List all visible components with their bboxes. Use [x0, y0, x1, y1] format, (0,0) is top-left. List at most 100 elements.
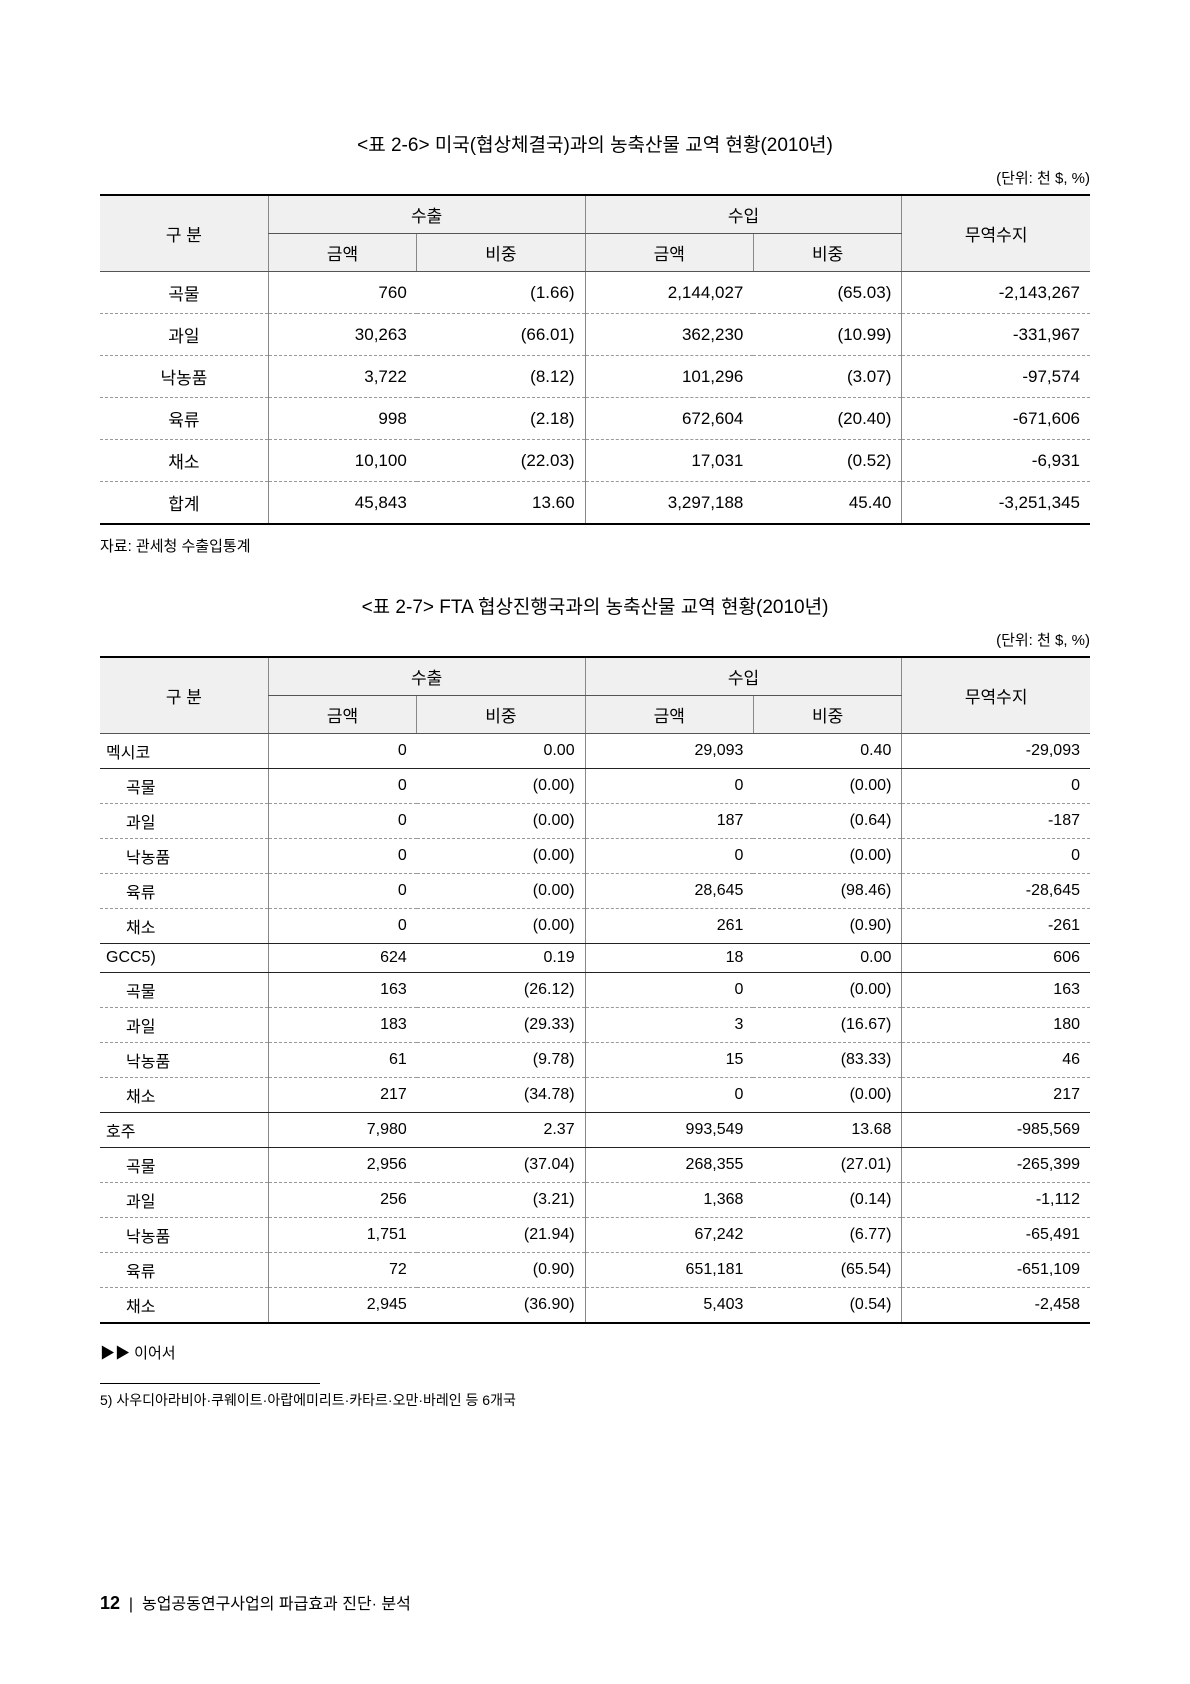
- table-cell: (29.33): [417, 1008, 585, 1043]
- table-cell: 육류: [100, 398, 268, 440]
- table-cell: 28,645: [585, 874, 753, 909]
- table-cell: 29,093: [585, 734, 753, 769]
- table-cell: 채소: [100, 1078, 268, 1113]
- table-cell: 651,181: [585, 1253, 753, 1288]
- table-cell: 곡물: [100, 272, 268, 314]
- table-cell: (27.01): [753, 1148, 902, 1183]
- table-cell: -331,967: [902, 314, 1090, 356]
- table-cell: (37.04): [417, 1148, 585, 1183]
- table-cell: 2,144,027: [585, 272, 753, 314]
- table-cell: (3.07): [753, 356, 902, 398]
- table-row: 육류72(0.90)651,181(65.54)-651,109: [100, 1253, 1090, 1288]
- table-cell: 256: [268, 1183, 417, 1218]
- table-cell: (65.54): [753, 1253, 902, 1288]
- table-cell: 0: [268, 874, 417, 909]
- table-cell: 채소: [100, 440, 268, 482]
- table-cell: 163: [268, 973, 417, 1008]
- table-cell: 0: [585, 769, 753, 804]
- table-row: 낙농품61(9.78)15(83.33)46: [100, 1043, 1090, 1078]
- t2-h-export-ratio: 비중: [417, 696, 585, 734]
- table-cell: 과일: [100, 314, 268, 356]
- table-cell: (1.66): [417, 272, 585, 314]
- continued-marker: ▶▶ 이어서: [100, 1342, 1090, 1363]
- table-cell: 217: [902, 1078, 1090, 1113]
- table-row: 과일183(29.33)3(16.67)180: [100, 1008, 1090, 1043]
- table-cell: 624: [268, 944, 417, 973]
- table-cell: 0: [268, 804, 417, 839]
- table-cell: 과일: [100, 1183, 268, 1218]
- table-cell: 15: [585, 1043, 753, 1078]
- table-row: 채소217(34.78)0(0.00)217: [100, 1078, 1090, 1113]
- table-cell: 0: [268, 909, 417, 944]
- table-row: 채소2,945(36.90)5,403(0.54)-2,458: [100, 1288, 1090, 1324]
- table-cell: 0: [585, 839, 753, 874]
- table-cell: 180: [902, 1008, 1090, 1043]
- table-cell: 0: [268, 839, 417, 874]
- t1-h-import-amount: 금액: [585, 234, 753, 272]
- table-cell: (26.12): [417, 973, 585, 1008]
- t1-h-export: 수출: [268, 195, 585, 234]
- table-row: GCC5)6240.19180.00606: [100, 944, 1090, 973]
- table-cell: 낙농품: [100, 839, 268, 874]
- table-row: 곡물163(26.12)0(0.00)163: [100, 973, 1090, 1008]
- t1-h-import-ratio: 비중: [753, 234, 902, 272]
- table-cell: (6.77): [753, 1218, 902, 1253]
- table-cell: 7,980: [268, 1113, 417, 1148]
- table-cell: 낙농품: [100, 1218, 268, 1253]
- table-cell: (0.00): [417, 769, 585, 804]
- table-cell: -671,606: [902, 398, 1090, 440]
- t2-h-balance: 무역수지: [902, 657, 1090, 734]
- table-cell: 0.00: [417, 734, 585, 769]
- table-cell: (8.12): [417, 356, 585, 398]
- t2-h-import-amount: 금액: [585, 696, 753, 734]
- table-cell: 3,722: [268, 356, 417, 398]
- table-cell: (0.54): [753, 1288, 902, 1324]
- table-cell: -28,645: [902, 874, 1090, 909]
- table-cell: 45,843: [268, 482, 417, 525]
- table-cell: (0.00): [753, 1078, 902, 1113]
- table-row: 육류0(0.00)28,645(98.46)-28,645: [100, 874, 1090, 909]
- table1-title: <표 2-6> 미국(협상체결국)과의 농축산물 교역 현황(2010년): [100, 130, 1090, 157]
- table-cell: -261: [902, 909, 1090, 944]
- table-cell: (0.00): [417, 874, 585, 909]
- table-2-7: 구 분 수출 수입 무역수지 금액 비중 금액 비중 멕시코00.0029,09…: [100, 656, 1090, 1324]
- table-row: 합계45,84313.603,297,18845.40-3,251,345: [100, 482, 1090, 525]
- table-cell: (20.40): [753, 398, 902, 440]
- t1-h-import: 수입: [585, 195, 902, 234]
- table-cell: 곡물: [100, 1148, 268, 1183]
- table-cell: 45.40: [753, 482, 902, 525]
- table-cell: (0.00): [753, 769, 902, 804]
- table-cell: 261: [585, 909, 753, 944]
- table-cell: (21.94): [417, 1218, 585, 1253]
- table-row: 과일256(3.21)1,368(0.14)-1,112: [100, 1183, 1090, 1218]
- table-cell: 187: [585, 804, 753, 839]
- table-cell: 멕시코: [100, 734, 268, 769]
- table-cell: (34.78): [417, 1078, 585, 1113]
- table-cell: 606: [902, 944, 1090, 973]
- table-cell: 672,604: [585, 398, 753, 440]
- table-cell: 993,549: [585, 1113, 753, 1148]
- table-cell: (3.21): [417, 1183, 585, 1218]
- table-cell: -187: [902, 804, 1090, 839]
- table-cell: (0.00): [417, 909, 585, 944]
- table-cell: (2.18): [417, 398, 585, 440]
- t2-h-export-amount: 금액: [268, 696, 417, 734]
- table-cell: 30,263: [268, 314, 417, 356]
- table-cell: 호주: [100, 1113, 268, 1148]
- table-cell: (0.00): [753, 839, 902, 874]
- table-cell: -6,931: [902, 440, 1090, 482]
- table-cell: (22.03): [417, 440, 585, 482]
- table-cell: (0.14): [753, 1183, 902, 1218]
- table-cell: 13.68: [753, 1113, 902, 1148]
- footnote-5: 5) 사우디아라비아·쿠웨이트·아랍에미리트·카타르·오만·바레인 등 6개국: [100, 1390, 1090, 1410]
- table-cell: 과일: [100, 804, 268, 839]
- table-cell: -2,143,267: [902, 272, 1090, 314]
- table-cell: (0.00): [417, 839, 585, 874]
- table-cell: (0.00): [417, 804, 585, 839]
- table-cell: 46: [902, 1043, 1090, 1078]
- table-cell: (66.01): [417, 314, 585, 356]
- table-cell: 곡물: [100, 769, 268, 804]
- table-cell: 61: [268, 1043, 417, 1078]
- table-cell: -65,491: [902, 1218, 1090, 1253]
- table-2-6: 구 분 수출 수입 무역수지 금액 비중 금액 비중 곡물760(1.66)2,…: [100, 194, 1090, 525]
